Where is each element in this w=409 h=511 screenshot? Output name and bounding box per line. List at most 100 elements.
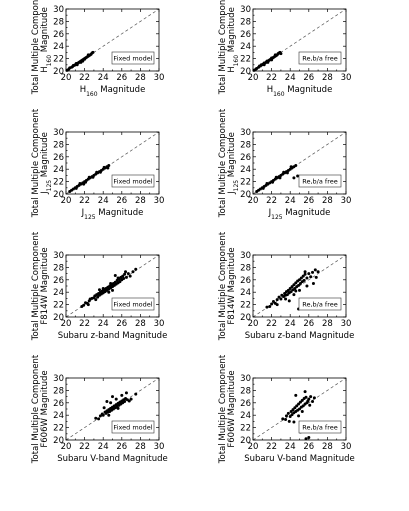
data-point [300, 409, 304, 413]
data-point [271, 300, 275, 303]
data-point [129, 397, 133, 401]
data-point [98, 414, 102, 418]
y-tick-label: 22 [240, 424, 251, 434]
y-tick-label: 20 [240, 313, 251, 323]
data-point [293, 406, 297, 410]
data-point [309, 275, 313, 279]
x-tick-label: 26 [303, 442, 314, 452]
y-axis-label-line2: F606W Magnitude [227, 370, 237, 447]
data-point [81, 59, 85, 63]
y-axis-label-line2: H160 Magnitude [40, 7, 53, 73]
legend-label: Re,b/a free [302, 424, 337, 432]
data-point [300, 398, 304, 402]
x-tick-label: 22 [79, 73, 90, 83]
data-point [294, 281, 298, 285]
y-tick-label: 22 [240, 55, 251, 65]
y-tick-label: 24 [240, 165, 251, 175]
y-tick-label: 22 [240, 301, 251, 311]
data-point [113, 273, 117, 277]
data-point [290, 413, 294, 417]
data-point [279, 52, 283, 56]
data-point [288, 286, 292, 290]
data-point [311, 282, 315, 286]
data-point [107, 413, 111, 417]
x-axis-label-part: 125 [84, 214, 96, 221]
y-tick-label: 30 [53, 374, 64, 384]
y-axis-label-line2-part: H [40, 66, 50, 72]
data-point [301, 404, 305, 408]
y-axis-label-line2: F814W Magnitude [40, 247, 50, 324]
x-tick-label: 22 [266, 319, 277, 329]
x-tick-label: 20 [61, 442, 72, 452]
data-point [94, 298, 98, 302]
data-point [302, 278, 306, 282]
data-point [265, 181, 269, 185]
y-tick-label: 24 [240, 42, 251, 52]
y-axis-label-line2-part: Magnitude [40, 7, 50, 55]
x-axis-label: Subaru z-band Magnitude [58, 331, 168, 341]
y-axis-label-line1: Total Multiple Component [31, 354, 41, 464]
y-tick-label: 30 [240, 128, 251, 138]
data-point [297, 402, 301, 406]
data-point [297, 283, 301, 287]
x-axis-label: Subaru z-band Magnitude [245, 331, 355, 341]
y-axis-label-line1: Total Multiple Component [31, 0, 41, 95]
x-tick-label: 30 [154, 442, 165, 452]
legend-label: Re,b/a free [302, 178, 337, 186]
x-tick-label: 24 [285, 196, 296, 206]
data-point [316, 270, 320, 274]
x-tick-label: 20 [61, 196, 72, 206]
data-point [307, 272, 311, 276]
data-point [101, 286, 105, 290]
y-tick-label: 22 [53, 424, 64, 434]
data-point [111, 395, 114, 399]
x-tick-label: 28 [322, 73, 333, 83]
data-point [289, 290, 293, 294]
data-point [303, 270, 307, 274]
y-axis-label-line2-part: F606W Magnitude [40, 370, 50, 447]
y-axis-label-line1: Total Multiple Component [218, 0, 228, 95]
data-point [303, 390, 307, 394]
data-point [91, 50, 95, 54]
data-point [298, 407, 301, 411]
x-axis-label: Subaru V-band Magnitude [57, 454, 167, 464]
x-tick-label: 26 [116, 196, 127, 206]
data-point [83, 57, 87, 61]
data-point [105, 400, 109, 404]
legend-label: Re,b/a free [302, 301, 337, 309]
x-tick-label: 20 [248, 319, 259, 329]
data-point [265, 305, 269, 309]
data-point [121, 274, 125, 278]
panel-3: 20 22 24 26 28 30 20 22 24 26 28 30 Fixed model J125 … [31, 108, 164, 220]
x-axis-label-part: Magnitude [283, 208, 331, 218]
y-tick-label: 22 [240, 178, 251, 188]
data-point [124, 391, 128, 395]
data-point [298, 288, 301, 292]
y-axis-label-line2: J125 Magnitude [40, 132, 53, 195]
y-axis-label-line2-part: F606W Magnitude [227, 370, 237, 447]
y-tick-label: 28 [53, 140, 64, 150]
data-point [292, 420, 296, 424]
data-point [101, 413, 105, 417]
y-axis-label-line2: J125 Magnitude [227, 132, 240, 195]
y-axis-label-line1: Total Multiple Component [31, 108, 41, 218]
data-point [84, 180, 88, 184]
y-tick-label: 30 [53, 251, 64, 261]
data-point [304, 437, 308, 441]
x-tick-label: 30 [341, 196, 352, 206]
y-axis-label-line2-part: Magnitude [227, 7, 237, 55]
data-point [311, 400, 315, 404]
x-tick-label: 28 [135, 442, 146, 452]
y-tick-label: 28 [240, 17, 251, 27]
y-axis-label-line1: Total Multiple Component [31, 231, 41, 341]
x-tick-label: 20 [248, 196, 259, 206]
data-point [97, 288, 101, 292]
data-point [123, 400, 127, 404]
y-tick-label: 20 [240, 436, 251, 446]
x-tick-label: 26 [303, 73, 314, 83]
y-axis-label-line2-part: J [227, 191, 237, 195]
legend-label: Fixed model [113, 301, 152, 309]
data-point [275, 303, 279, 307]
y-axis-label-line1: Total Multiple Component [218, 354, 228, 464]
data-point [109, 401, 113, 405]
